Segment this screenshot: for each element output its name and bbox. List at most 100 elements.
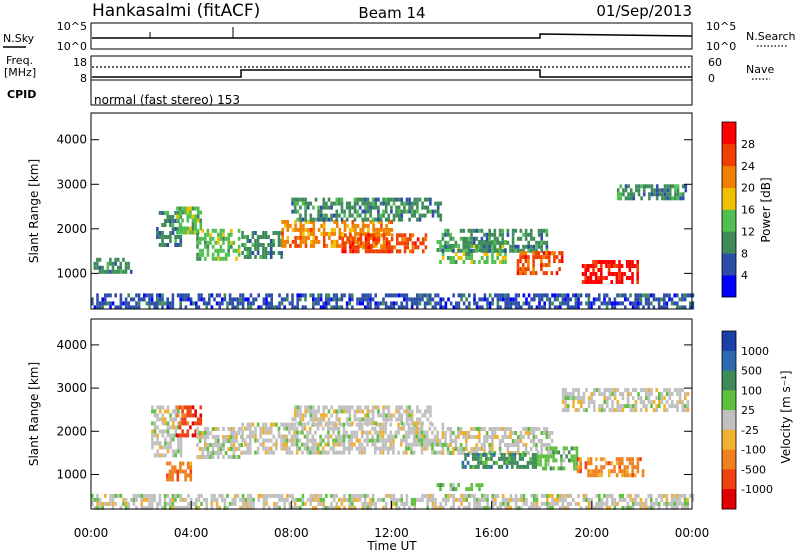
velocity-cell	[301, 430, 304, 435]
power-cell	[540, 305, 544, 310]
velocity-cell	[179, 465, 182, 470]
colorbar-tick-label: 100	[741, 384, 762, 397]
velocity-cell	[522, 497, 526, 502]
velocity-cell	[329, 434, 333, 439]
velocity-cell	[296, 505, 299, 510]
velocity-cell	[623, 469, 627, 474]
colorbar-swatch	[722, 187, 736, 210]
power-cell	[322, 197, 326, 202]
power-cell	[267, 251, 270, 255]
velocity-cell	[611, 404, 614, 409]
power-cell	[566, 297, 570, 302]
power-cell	[545, 232, 549, 237]
power-cell	[558, 267, 561, 272]
velocity-cell	[454, 487, 458, 492]
velocity-cell	[179, 505, 182, 510]
velocity-cell	[337, 442, 341, 447]
power-cell	[637, 305, 640, 310]
power-cell	[179, 235, 183, 239]
velocity-cell	[219, 443, 223, 447]
velocity-cell	[473, 497, 476, 502]
power-cell	[353, 205, 357, 210]
power-cell	[519, 255, 522, 260]
power-cell	[96, 301, 99, 306]
velocity-cell	[327, 442, 330, 447]
power-cell	[366, 301, 370, 306]
velocity-cell	[334, 442, 338, 447]
power-cell	[395, 205, 398, 210]
power-cell	[222, 248, 225, 253]
velocity-cell	[109, 501, 112, 506]
velocity-cell	[454, 447, 458, 451]
power-cell	[457, 301, 461, 306]
power-cell	[666, 196, 669, 201]
velocity-cell	[166, 421, 170, 426]
velocity-cell	[621, 396, 625, 401]
power-cell	[330, 205, 333, 210]
power-cell	[182, 293, 185, 298]
velocity-cell	[211, 447, 215, 451]
velocity-cell	[459, 451, 463, 455]
power-cell	[374, 301, 377, 306]
power-cell	[366, 297, 370, 302]
velocity-cell	[496, 427, 499, 431]
velocity-cell	[535, 443, 538, 447]
velocity-cell	[282, 426, 286, 431]
power-cell	[174, 227, 177, 231]
velocity-cell	[384, 446, 387, 451]
power-cell	[272, 243, 276, 247]
power-cell	[224, 252, 228, 257]
power-cell	[527, 259, 530, 264]
velocity-cell	[536, 458, 540, 463]
power-cell	[335, 201, 339, 206]
velocity-cell	[376, 434, 380, 439]
power-cell	[199, 210, 203, 215]
velocity-cell	[402, 422, 406, 427]
velocity-cell	[676, 493, 679, 498]
velocity-cell	[340, 438, 343, 443]
velocity-cell	[166, 493, 169, 498]
power-cell	[403, 241, 407, 246]
velocity-cell	[652, 505, 656, 510]
power-cell	[214, 228, 217, 233]
velocity-cell	[608, 396, 612, 401]
velocity-cell	[483, 497, 487, 502]
power-cell	[366, 197, 370, 202]
velocity-cell	[384, 405, 388, 410]
power-cell	[319, 209, 323, 214]
velocity-cell	[658, 396, 661, 401]
velocity-cell	[366, 434, 369, 439]
power-cell	[345, 217, 349, 222]
power-cell	[532, 271, 535, 276]
power-cell	[351, 205, 354, 210]
velocity-cell	[377, 405, 380, 410]
freq-unit-label: [MHz]	[4, 66, 36, 79]
velocity-cell	[454, 443, 458, 447]
power-cell	[351, 249, 355, 254]
velocity-cell	[347, 438, 351, 443]
velocity-cell	[544, 454, 548, 459]
power-cell	[293, 197, 297, 202]
velocity-cell	[389, 442, 393, 447]
power-cell	[364, 249, 368, 254]
velocity-cell	[678, 392, 682, 397]
power-cell	[387, 305, 390, 310]
velocity-cell	[309, 497, 312, 502]
power-cell	[269, 239, 273, 243]
power-cell	[364, 293, 367, 298]
power-cell	[514, 297, 518, 302]
velocity-cell	[631, 497, 635, 502]
velocity-cell	[413, 505, 416, 510]
velocity-cell	[278, 497, 281, 502]
power-cell	[239, 293, 242, 298]
velocity-cell	[676, 408, 679, 413]
velocity-cell	[660, 392, 664, 397]
power-cell	[550, 251, 554, 256]
velocity-cell	[491, 439, 494, 443]
power-cell	[372, 239, 375, 244]
velocity-cell	[670, 501, 674, 506]
power-cell	[516, 263, 520, 268]
power-cell	[96, 265, 99, 270]
velocity-cell	[673, 497, 676, 502]
velocity-cell	[148, 493, 151, 498]
